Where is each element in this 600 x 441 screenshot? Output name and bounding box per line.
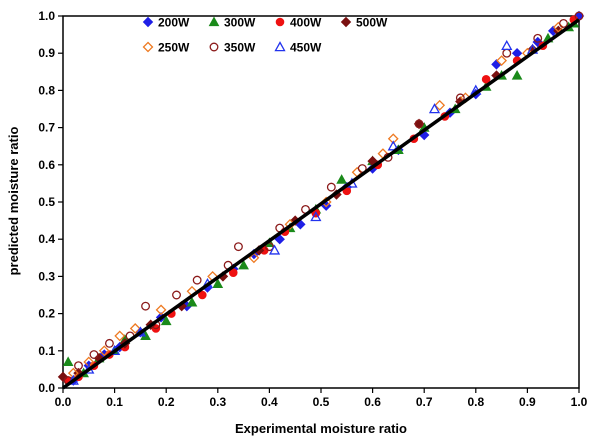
legend: 200W 300W 400W 500W 250W 350W 450W: [142, 16, 388, 55]
data-point: [481, 74, 491, 84]
data-point: [141, 301, 151, 311]
data-point: [502, 48, 512, 58]
y-tick-label: 0.4: [38, 232, 55, 246]
y-tick-label: 0.8: [38, 83, 55, 97]
x-tick-label: 0.9: [519, 395, 536, 409]
data-point: [160, 315, 172, 326]
data-point: [326, 182, 336, 192]
data-point: [238, 259, 249, 270]
data-point: [198, 290, 207, 300]
y-tick-label: 0.0: [38, 381, 55, 395]
x-tick-label: 0.2: [158, 395, 175, 409]
data-point: [233, 242, 243, 252]
legend-label: 350W: [224, 41, 256, 55]
data-point: [248, 252, 260, 264]
data-point: [114, 330, 126, 342]
data-point: [172, 290, 181, 300]
legend-label: 450W: [290, 41, 322, 55]
x-tick-label: 0.5: [313, 395, 330, 409]
plot-area: 0.0 0.1 0.2 0.3 0.4 0.5 0.6 0.7 0.8 0.9 1.0 0.0 0.1 0…: [38, 9, 587, 409]
y-tick-label: 0.5: [38, 195, 55, 209]
data-point: [98, 345, 110, 357]
legend-marker: [275, 17, 285, 27]
fit-line: [61, 18, 581, 390]
data-point: [268, 244, 281, 255]
y-tick-label: 0.9: [38, 46, 55, 60]
x-tick-label: 0.1: [106, 395, 123, 409]
data-point: [455, 93, 465, 103]
y-tick-label: 0.1: [38, 344, 55, 358]
data-point: [67, 367, 79, 379]
data-point: [511, 69, 523, 80]
x-tick-label: 0.4: [261, 395, 278, 409]
x-axis-title: Experimental moisture ratio: [235, 421, 407, 436]
series-350W: [63, 11, 584, 386]
legend-marker: [142, 41, 154, 53]
data-point: [496, 55, 508, 67]
data-point: [62, 356, 74, 367]
data-point: [89, 350, 99, 359]
x-tick-label: 0.7: [416, 395, 433, 409]
data-point: [434, 99, 446, 111]
legend-label: 200W: [158, 16, 190, 30]
data-point: [336, 174, 347, 184]
data-point: [387, 133, 399, 145]
series-300W: [62, 17, 580, 378]
legend-marker: [208, 16, 220, 27]
data-point: [155, 304, 167, 316]
x-tick-label: 0.0: [55, 395, 72, 409]
data-point: [186, 296, 198, 307]
legend-label: 300W: [224, 16, 256, 30]
x-tick-label: 0.3: [209, 395, 226, 409]
legend-label: 250W: [158, 41, 190, 55]
legend-label: 500W: [356, 16, 388, 30]
y-axis-title: predicted moisture ratio: [6, 127, 21, 276]
x-tick-label: 1.0: [571, 395, 588, 409]
x-tick-label: 0.8: [467, 395, 484, 409]
data-point: [228, 268, 238, 277]
y-tick-label: 1.0: [38, 9, 55, 23]
data-point: [310, 211, 322, 222]
data-point: [57, 371, 69, 383]
data-point: [74, 361, 83, 371]
y-tick-label: 0.7: [38, 121, 55, 135]
legend-marker: [340, 16, 352, 28]
data-point: [387, 140, 399, 151]
data-point: [559, 18, 568, 28]
y-tick-label: 0.6: [38, 158, 55, 172]
data-point: [192, 275, 202, 285]
data-point: [533, 33, 543, 43]
data-point: [552, 21, 564, 33]
data-point: [129, 323, 141, 334]
data-point: [104, 338, 114, 348]
data-point: [428, 103, 441, 114]
data-point: [83, 356, 95, 368]
data-point: [212, 278, 224, 288]
y-tick-label: 0.3: [38, 269, 55, 283]
legend-marker: [142, 16, 154, 28]
y-tick-label: 0.2: [38, 307, 55, 321]
data-point: [491, 59, 502, 70]
legend-marker: [274, 41, 286, 52]
data-point: [414, 119, 424, 129]
data-point: [501, 39, 513, 51]
x-tick-label: 0.6: [364, 395, 381, 409]
legend-label: 400W: [290, 16, 322, 30]
legend-marker: [209, 42, 219, 52]
data-point: [264, 242, 274, 252]
